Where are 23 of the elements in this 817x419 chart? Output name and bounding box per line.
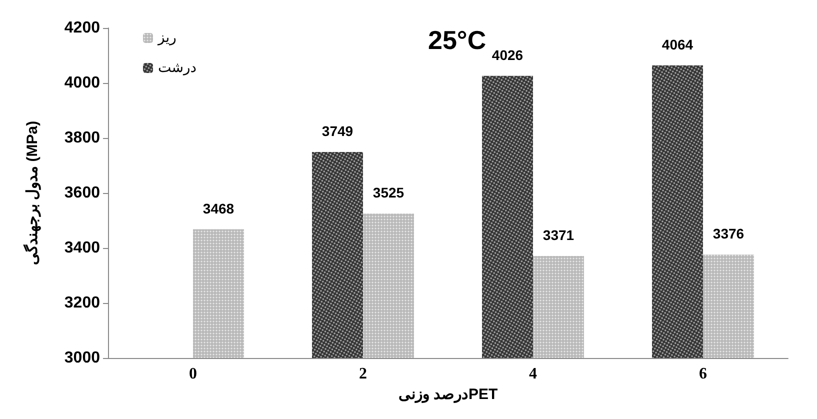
legend-label: ریز [157, 30, 176, 46]
legend-label: درشت [158, 60, 196, 76]
data-label: 3749 [322, 123, 354, 140]
x-tick-label: 2 [359, 366, 367, 382]
y-tick-label: 3800 [64, 130, 100, 146]
y-tick-label: 3200 [64, 294, 100, 312]
x-axis-title: درصد وزنیPET [398, 386, 498, 403]
y-tick-label: 3400 [64, 240, 100, 256]
x-tick-label: 4 [529, 366, 537, 382]
data-label: 3371 [542, 226, 574, 243]
y-tick-label: 4000 [64, 74, 100, 92]
data-label: 3376 [712, 226, 744, 242]
data-label: 4026 [492, 46, 524, 63]
x-tick-label: 6 [699, 366, 707, 382]
data-label: 4064 [662, 36, 694, 52]
data-label: 3525 [372, 184, 404, 201]
y-tick-label: 3000 [64, 350, 100, 366]
data-label: 3468 [202, 200, 234, 216]
y-axis-title: مدول برجهندگی (MPa) [23, 120, 41, 266]
y-tick-label: 3600 [64, 184, 100, 202]
x-tick-label: 0 [189, 366, 197, 382]
chart-title: 25°C [428, 25, 486, 55]
y-tick-label: 4200 [64, 20, 100, 36]
